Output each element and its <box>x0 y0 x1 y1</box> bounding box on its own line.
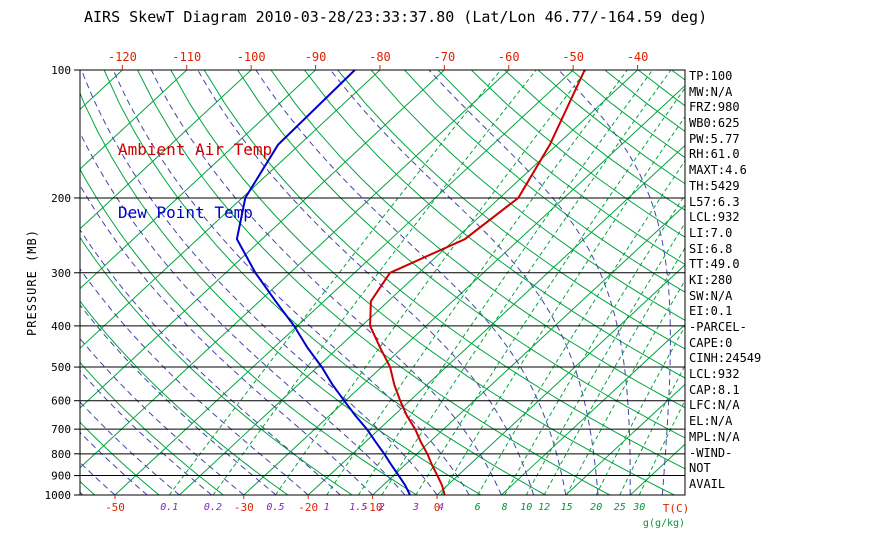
pressure-axis-label: 800 <box>51 448 71 461</box>
mixing-unit-label: g(g/kg) <box>643 518 685 529</box>
legend-ambient-air-temp: Ambient Air Temp <box>118 140 273 159</box>
chart-title: AIRS SkewT Diagram 2010-03-28/23:33:37.8… <box>84 8 708 26</box>
top-temp-label: -110 <box>172 50 201 64</box>
stat-line: CAPE:0 <box>689 335 733 350</box>
bottom-temp-label: -30 <box>234 501 254 514</box>
top-temp-label: -70 <box>434 50 456 64</box>
pressure-axis-label: 1000 <box>45 489 72 502</box>
pressure-axis-label: 500 <box>51 361 71 374</box>
mixing-ratio-label: 8 <box>502 502 508 513</box>
stats-panel: TP:100 MW:N/A FRZ:980 WB0:625 PW:5.77 RH:61.0… <box>689 69 761 493</box>
mixing-ratio-label: 0.1 <box>160 502 178 513</box>
stat-line: KI:280 <box>689 272 733 287</box>
temp-unit-label: T(C) <box>663 502 690 515</box>
top-temp-label: -60 <box>498 50 520 64</box>
stat-line: LCL:932 <box>689 210 740 225</box>
mixing-ratio-label: 6 <box>475 502 481 513</box>
temperature-curve <box>369 70 586 495</box>
top-temp-label: -40 <box>627 50 649 64</box>
stat-line: MPL:N/A <box>689 429 740 444</box>
dewpoint-curve <box>235 70 411 495</box>
bottom-temp-label: 0 <box>434 501 441 514</box>
pressure-axis-label: 200 <box>51 192 71 205</box>
stat-line: SI:6.8 <box>689 241 733 256</box>
legend-dew-point-temp: Dew Point Temp <box>118 203 253 222</box>
stat-line: SW:N/A <box>689 288 733 303</box>
pressure-axis-label: 400 <box>51 320 71 333</box>
plot-background-lines <box>80 70 685 495</box>
stat-line: MAXT:4.6 <box>689 163 747 178</box>
stat-line: MW:N/A <box>689 84 733 99</box>
dry-adiabat-lines <box>80 70 685 495</box>
mixing-ratio-label: 3 <box>412 502 419 513</box>
top-temp-axis: -120 -110 -100 -90 -80 -70 -60 -50 -40 <box>108 50 648 70</box>
mixing-ratio-label: 25 <box>614 502 626 513</box>
pressure-axis-label: 300 <box>51 267 71 280</box>
mixing-ratio-label: 0.2 <box>204 502 222 513</box>
pressure-axis: 100 200 300 400 500 600 700 800 900 1000 <box>45 64 80 502</box>
stat-line: EL:N/A <box>689 414 733 429</box>
top-temp-label: -100 <box>237 50 266 64</box>
stat-line: FRZ:980 <box>689 100 740 115</box>
isotherm-lines <box>80 70 685 495</box>
mixing-ratio-lines <box>168 70 685 495</box>
mixing-ratio-label: 10 <box>520 502 532 513</box>
top-temp-label: -90 <box>305 50 327 64</box>
pressure-axis-label: 900 <box>51 470 71 483</box>
legend: Ambient Air Temp Dew Point Temp <box>118 97 272 265</box>
mixing-ratio-label: 30 <box>632 502 645 513</box>
stat-line: -WIND- <box>689 445 733 460</box>
stat-line: PW:5.77 <box>689 131 740 146</box>
stat-line: TH:5429 <box>689 178 740 193</box>
top-temp-label: -80 <box>369 50 391 64</box>
stat-line: EI:0.1 <box>689 304 733 319</box>
mixing-ratio-label: 15 <box>561 502 573 513</box>
mixing-ratio-label: 20 <box>590 502 602 513</box>
moist-adiabat-lines <box>80 70 671 495</box>
plot-border <box>79 69 686 496</box>
pressure-axis-title: PRESSURE (MB) <box>25 229 39 336</box>
stat-line: RH:61.0 <box>689 147 740 162</box>
mixing-ratio-label: 4 <box>438 502 444 513</box>
pressure-axis-label: 100 <box>51 64 71 77</box>
mixing-ratio-label: 12 <box>538 502 550 513</box>
mixing-ratio-label: 2 <box>379 502 385 513</box>
stat-line: CAP:8.1 <box>689 382 740 397</box>
pressure-axis-label: 600 <box>51 395 71 408</box>
mixing-ratio-label: 0.5 <box>266 502 284 513</box>
stat-line: TP:100 <box>689 69 733 83</box>
pressure-axis-label: 700 <box>51 423 71 436</box>
bottom-axis: -50 -30 -20 -10 0 0.1 0.2 0.5 1 1.5 2 3 4 6 8 10 12 15 20 2… <box>105 495 689 529</box>
stat-line: LCL:932 <box>689 367 740 382</box>
mixing-ratio-label: 1 <box>324 502 330 513</box>
stat-line: LI:7.0 <box>689 225 733 240</box>
stat-line: L57:6.3 <box>689 194 740 209</box>
top-temp-label: -50 <box>562 50 584 64</box>
stat-line: WB0:625 <box>689 116 740 131</box>
bottom-temp-label: -50 <box>105 501 125 514</box>
stat-line: -PARCEL- <box>689 320 747 334</box>
stat-line: TT:49.0 <box>689 257 740 272</box>
bottom-temp-label: -20 <box>298 501 318 514</box>
stat-line: AVAIL <box>689 476 726 491</box>
stat-line: NOT <box>689 461 711 476</box>
stat-line: CINH:24549 <box>689 351 762 366</box>
bottom-temp-label: -10 <box>363 501 383 514</box>
top-temp-label: -120 <box>108 50 137 64</box>
stat-line: LFC:N/A <box>689 398 740 413</box>
mixing-ratio-label: 1.5 <box>349 502 367 513</box>
